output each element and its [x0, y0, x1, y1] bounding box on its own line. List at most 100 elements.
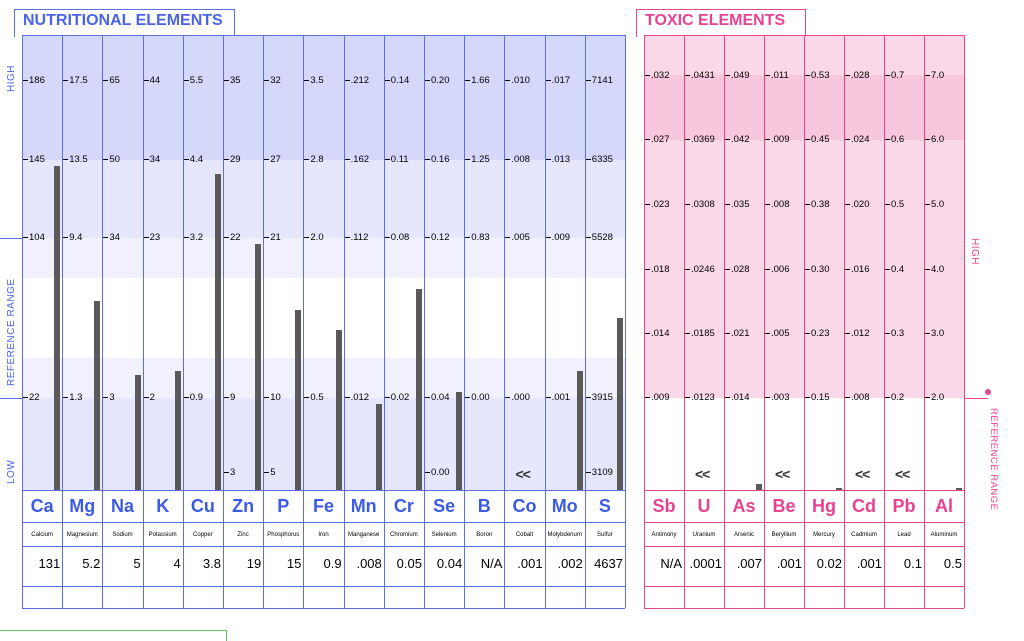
nut-bar [576, 371, 583, 490]
nut-tick-label: 4.4 [184, 155, 203, 165]
tox-column-line [884, 35, 885, 608]
tox-tick-label: 0.53 [805, 71, 830, 81]
tox-element-symbol: As [732, 496, 756, 516]
tox-tick-label: 7.0 [925, 71, 944, 81]
nut-element-symbol: B [477, 496, 491, 516]
tox-column-line [844, 35, 845, 608]
nut-tick-label: 104 [23, 233, 45, 243]
nut-element-result: 4 [173, 556, 181, 571]
nut-tick-label: 3.2 [184, 233, 203, 243]
tox-tick-label: .028 [845, 71, 870, 81]
tox-element-result: N/A [660, 556, 682, 571]
tox-tick-label: 0.7 [885, 71, 904, 81]
tox-element-result: .0001 [689, 556, 722, 571]
tox-column-line [724, 35, 725, 608]
nut-bar [335, 330, 342, 490]
nut-tick-label: 29 [224, 155, 241, 165]
nut-element-result: 0.04 [436, 556, 463, 571]
nut-tick-label: 3109 [586, 468, 613, 478]
nut-bar [215, 174, 221, 490]
tox-tick-label: .0431 [685, 71, 715, 81]
tox-tick-label: .005 [765, 329, 790, 339]
nut-element-name: Selenium [431, 532, 457, 538]
nut-column-line [625, 35, 626, 608]
tox-tick-label: .0185 [685, 329, 715, 339]
nut-element-result: .002 [557, 556, 583, 571]
nut-element-result: 131 [38, 556, 61, 571]
tox-tick-label: .0308 [685, 200, 715, 210]
tox-tick-label: 0.30 [805, 265, 830, 275]
tox-tick-label: .021 [725, 329, 750, 339]
tox-element-name: Uranium [692, 532, 716, 538]
tox-tick-label: .014 [725, 393, 750, 403]
tox-tick-label: .049 [725, 71, 750, 81]
nut-tick-label: 22 [224, 233, 241, 243]
nut-tick-label: .008 [505, 155, 530, 165]
tox-element-name: Beryllium [771, 532, 797, 538]
nut-element-symbol: Mg [69, 496, 96, 516]
nut-bar [416, 289, 422, 490]
tox-element-symbol: Pb [892, 496, 916, 516]
nutritional-title: NUTRITIONAL ELEMENTS [14, 9, 235, 37]
tox-tick-label: 0.45 [805, 135, 830, 145]
nut-bar [375, 404, 382, 490]
nut-element-result: 5 [133, 556, 141, 571]
nut-tick-label: 5 [264, 468, 275, 478]
nut-tick-label: 2 [144, 393, 155, 403]
tox-tick-label: 5.0 [925, 200, 944, 210]
tox-tick-label: .024 [845, 135, 870, 145]
nut-element-symbol: Mo [551, 496, 578, 516]
tox-element-name: Mercury [813, 532, 835, 538]
nut-column-line [182, 35, 184, 608]
nut-element-name: Molybdenum [547, 532, 582, 538]
nut-tick-label: 21 [264, 233, 281, 243]
tox-tick-label: .020 [845, 200, 870, 210]
tox-column-line [964, 35, 965, 608]
tox-tick-label: 0.23 [805, 329, 830, 339]
nut-bar [255, 244, 262, 490]
nut-column-line [464, 35, 466, 608]
tox-tick-label: 3.0 [925, 329, 944, 339]
tox-tick-label: .027 [645, 135, 670, 145]
tox-tick-label: 0.6 [885, 135, 904, 145]
nut-element-name: Boron [476, 532, 493, 538]
tox-tick-label: 2.0 [925, 393, 944, 403]
nut-tick-label: 3 [103, 393, 114, 403]
tox-tick-label: 0.4 [885, 265, 904, 275]
nut-reference-marker-bottom [0, 398, 22, 399]
tox-tick-label: .032 [645, 71, 670, 81]
tox-tick-label: .008 [765, 200, 790, 210]
nut-tick-label: 27 [264, 155, 281, 165]
tox-element-result: .001 [776, 556, 802, 571]
nut-side-low: LOW [6, 459, 17, 484]
toxic-title: TOXIC ELEMENTS [636, 9, 806, 37]
nut-element-result: 0.9 [323, 556, 342, 571]
tox-element-name: Arsenic [733, 532, 754, 538]
nut-tick-label: 0.08 [385, 233, 410, 243]
nut-tick-label: 186 [23, 76, 45, 86]
nut-column-line [343, 35, 345, 608]
nut-band [22, 238, 625, 278]
tox-column-line [684, 35, 685, 608]
tox-tick-label: 0.15 [805, 393, 830, 403]
nut-tick-label: 13.5 [63, 155, 88, 165]
nut-tick-label: .012 [345, 393, 370, 403]
tox-tick-label: .006 [765, 265, 790, 275]
nut-band [22, 35, 625, 160]
nut-side-reference: REFERENCE RANGE [6, 278, 17, 386]
tox-tick-label: .016 [845, 265, 870, 275]
nut-tick-label: .005 [505, 233, 530, 243]
nut-tick-label: 9.4 [63, 233, 82, 243]
nut-tick-label: 9 [224, 393, 235, 403]
nut-tick-label: 0.14 [385, 76, 410, 86]
tox-element-result: 0.5 [943, 556, 962, 571]
nut-tick-label: 145 [23, 155, 45, 165]
nut-tick-label: 32 [264, 76, 281, 86]
nut-tick-label: .000 [505, 393, 530, 403]
nut-tick-label: 34 [144, 155, 161, 165]
nut-column-line [303, 35, 305, 608]
nut-element-symbol: Cu [190, 496, 215, 516]
tox-bar [836, 488, 842, 490]
nut-tick-label: 35 [224, 76, 241, 86]
tox-element-symbol: U [697, 496, 711, 516]
